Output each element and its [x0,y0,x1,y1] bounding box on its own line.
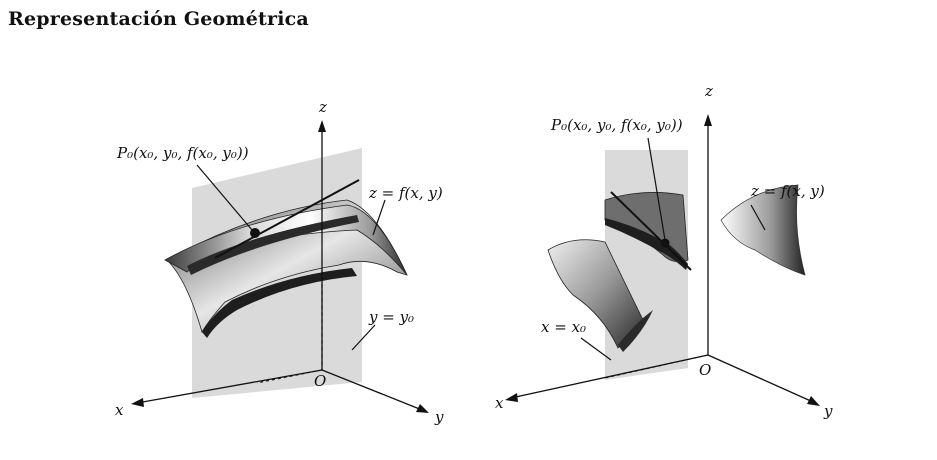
plane-label-leader [351,324,376,351]
plane-base-dashed [256,369,323,384]
surface-right [720,184,806,276]
point-p0 [660,238,670,248]
x-axis-arrow [505,393,518,402]
figure-plane-x-drawing: z x y O P₀(x₀, y₀, f(x₀, y₀)) z = f(x, y… [495,82,833,420]
point-label-leader [647,137,666,241]
figure-plane-x: z x y O P₀(x₀, y₀, f(x₀, y₀)) z = f(x, y… [493,70,863,445]
x-axis [510,354,709,399]
z-axis-label: z [318,98,327,116]
surface-left-edge [618,310,653,352]
x-axis-label: x [115,401,124,419]
x-axis [136,369,323,404]
surface-left [547,239,644,349]
z-axis-label: z [704,82,713,100]
y-axis-label: y [434,408,444,426]
point-label-leader [196,164,253,231]
x-axis-arrow [131,398,144,407]
plane-label: y = y₀ [368,308,414,326]
section-title: Representación Geométrica [8,8,309,30]
plane-label-leader [580,337,612,361]
surface-front-edge [202,268,357,338]
point-p0 [250,228,260,238]
tangent-line [610,191,692,271]
figure-plane-y-drawing: z x y O P₀(x₀, y₀, f(x₀, y₀)) z = f(x, y… [115,98,444,426]
tangent-line [214,179,360,259]
y-axis [707,354,814,403]
surface-label-leader [372,199,386,236]
figure-plane-y: z x y O P₀(x₀, y₀, f(x₀, y₀)) z = f(x, y… [107,70,469,445]
z-axis-arrow [318,120,326,132]
surface-label: z = f(x, y) [750,182,825,200]
intersection-curve [605,218,688,270]
plane-label: x = x₀ [541,318,586,336]
y-axis [321,369,423,411]
point-p0-label: P₀(x₀, y₀, f(x₀, y₀)) [116,144,249,162]
origin-label: O [314,372,326,390]
z-axis-arrow [704,114,712,126]
x-axis-label: x [495,394,504,412]
surface-label: z = f(x, y) [368,184,443,202]
origin-label: O [699,361,711,379]
intersection-curve [187,215,359,275]
y-axis-arrow [416,404,429,413]
y-axis-arrow [807,396,820,406]
y-axis-label: y [823,402,833,420]
point-p0-label: P₀(x₀, y₀, f(x₀, y₀)) [550,116,683,134]
surface-label-leader [750,204,766,231]
